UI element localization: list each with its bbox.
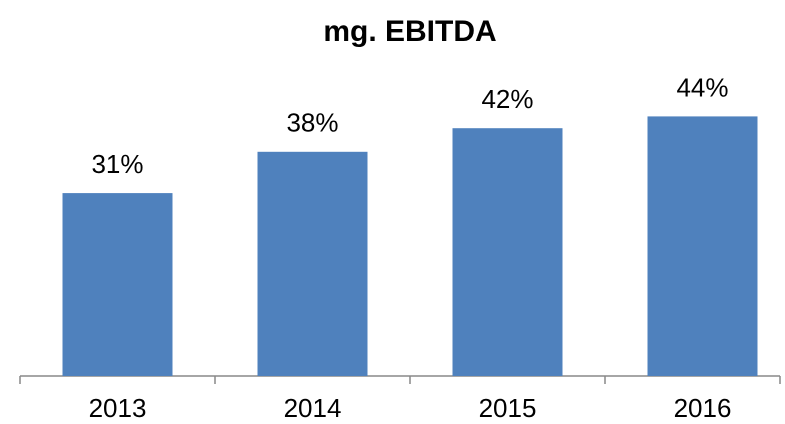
bar xyxy=(452,128,563,376)
value-label: 31% xyxy=(91,149,143,179)
x-tick-label: 2014 xyxy=(284,393,342,423)
value-label: 42% xyxy=(481,84,533,114)
chart-title: mg. EBITDA xyxy=(323,15,496,48)
x-tick-label: 2015 xyxy=(479,393,537,423)
x-tick-label: 2013 xyxy=(89,393,147,423)
bar xyxy=(62,193,173,376)
bar xyxy=(257,151,368,376)
value-label: 44% xyxy=(676,72,728,102)
bar xyxy=(647,116,758,377)
x-tick-label: 2016 xyxy=(674,393,732,423)
value-label: 38% xyxy=(286,108,338,138)
